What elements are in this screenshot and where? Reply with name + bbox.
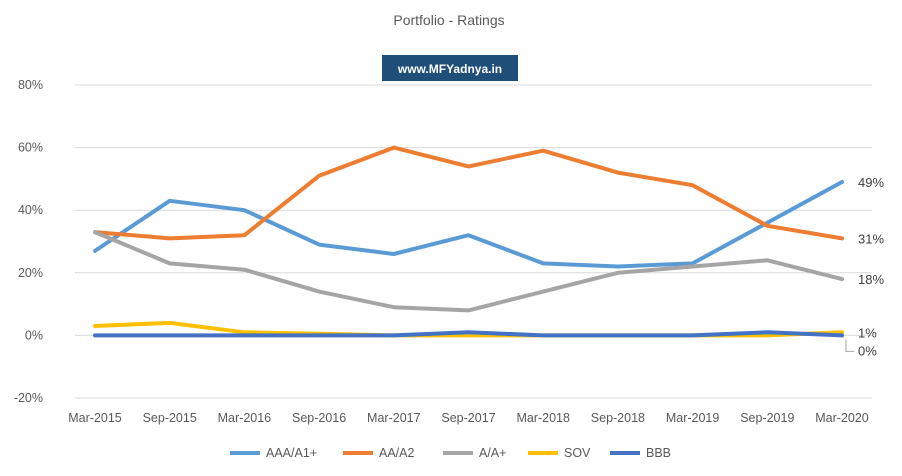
grid-lines (75, 84, 872, 399)
y-tick-label: -20% (14, 391, 43, 405)
watermark-text: www.MFYadnya.in (397, 62, 502, 76)
end-label: 49% (858, 175, 884, 190)
legend-label: BBB (646, 446, 671, 460)
x-tick-label: Mar-2020 (815, 411, 869, 425)
x-tick-label: Sep-2019 (740, 411, 794, 425)
chart-title: Portfolio - Ratings (393, 12, 504, 28)
end-label: 0% (858, 343, 877, 358)
series-line (93, 180, 844, 269)
x-tick-label: Sep-2016 (292, 411, 346, 425)
series-line (93, 145, 844, 241)
y-tick-label: 0% (25, 328, 43, 342)
x-tick-label: Mar-2017 (367, 411, 421, 425)
legend-label: SOV (564, 446, 591, 460)
series-lines (93, 145, 844, 338)
x-tick-label: Mar-2019 (666, 411, 720, 425)
legend-label: AAA/A1+ (266, 446, 317, 460)
legend-label: A/A+ (479, 446, 506, 460)
y-tick-label: 60% (18, 141, 43, 155)
end-labels: 49% 31% 18% 1% 0% (845, 175, 884, 358)
x-tick-label: Sep-2018 (591, 411, 645, 425)
legend: AAA/A1+ AA/A2 A/A+ SOV BBB (230, 446, 671, 460)
y-tick-label: 20% (18, 266, 43, 280)
series-line (93, 330, 844, 338)
x-tick-label: Mar-2018 (516, 411, 570, 425)
x-tick-label: Mar-2016 (218, 411, 272, 425)
end-label: 1% (858, 325, 877, 340)
watermark-badge: www.MFYadnya.in (382, 55, 518, 81)
y-tick-label: 80% (18, 78, 43, 92)
y-axis-ticks: 80% 60% 40% 20% 0% -20% (14, 78, 43, 405)
x-tick-label: Mar-2015 (68, 411, 122, 425)
y-tick-label: 40% (18, 203, 43, 217)
end-label: 31% (858, 231, 884, 246)
end-label-leader (845, 339, 854, 352)
end-label: 18% (858, 272, 884, 287)
x-tick-label: Sep-2017 (441, 411, 495, 425)
watermark-background (382, 55, 518, 81)
x-axis-ticks: Mar-2015 Sep-2015 Mar-2016 Sep-2016 Mar-2017… (68, 411, 869, 425)
x-tick-label: Sep-2015 (143, 411, 197, 425)
legend-label: AA/A2 (379, 446, 414, 460)
series-line (93, 230, 844, 313)
